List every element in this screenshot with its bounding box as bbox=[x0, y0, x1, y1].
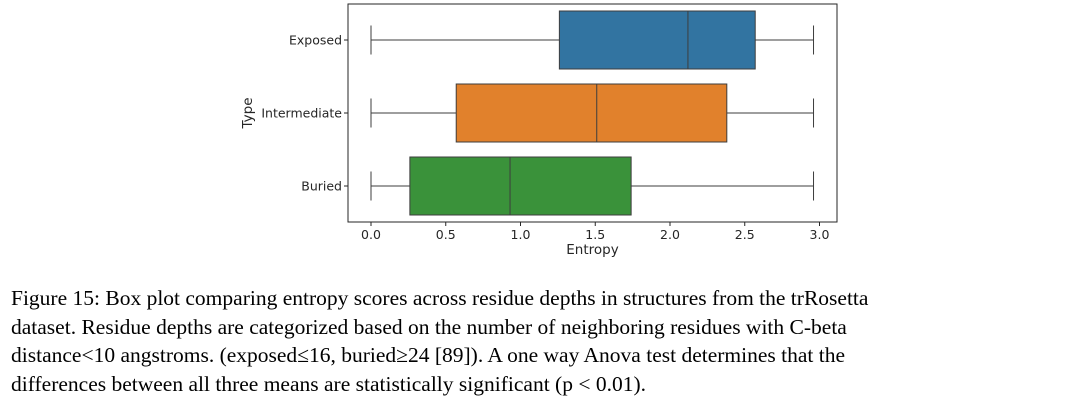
figure-caption: Figure 15: Box plot comparing entropy sc… bbox=[11, 284, 1071, 398]
caption-line-3: distance<10 angstroms. (exposed≤16, buri… bbox=[11, 343, 846, 367]
x-tick-label-0: 0.0 bbox=[361, 227, 381, 242]
box-group-intermediate bbox=[370, 83, 815, 143]
caption-line-1: Figure 15: Box plot comparing entropy sc… bbox=[11, 286, 869, 310]
y-axis-label: Type bbox=[240, 97, 256, 129]
y-tick-label-exposed: Exposed bbox=[289, 33, 342, 48]
exposed-box bbox=[558, 10, 756, 70]
x-tick-label-4: 2.0 bbox=[660, 227, 680, 242]
intermediate-box bbox=[455, 83, 728, 143]
boxes-layer bbox=[370, 10, 815, 216]
box-plot-figure: Exposed Intermediate Buried 0.0 0.5 1.0 1.5 2.0… bbox=[240, 3, 838, 258]
caption-line-4: differences between all three means are … bbox=[11, 371, 646, 396]
ticks-layer: Exposed Intermediate Buried 0.0 0.5 1.0 1.5 2.0… bbox=[261, 33, 829, 243]
caption-line-2: dataset. Residue depths are categorized … bbox=[11, 314, 847, 339]
x-tick-label-3: 1.5 bbox=[585, 227, 605, 242]
y-tick-label-intermediate: Intermediate bbox=[261, 106, 342, 121]
box-group-exposed bbox=[370, 10, 815, 70]
buried-box bbox=[409, 156, 632, 216]
x-tick-label-5: 2.5 bbox=[735, 227, 755, 242]
x-tick-label-2: 1.0 bbox=[511, 227, 531, 242]
x-tick-label-6: 3.0 bbox=[810, 227, 830, 242]
x-tick-label-1: 0.5 bbox=[436, 227, 456, 242]
x-axis-label: Entropy bbox=[566, 242, 618, 258]
box-group-buried bbox=[370, 156, 815, 216]
y-tick-label-buried: Buried bbox=[301, 179, 342, 194]
